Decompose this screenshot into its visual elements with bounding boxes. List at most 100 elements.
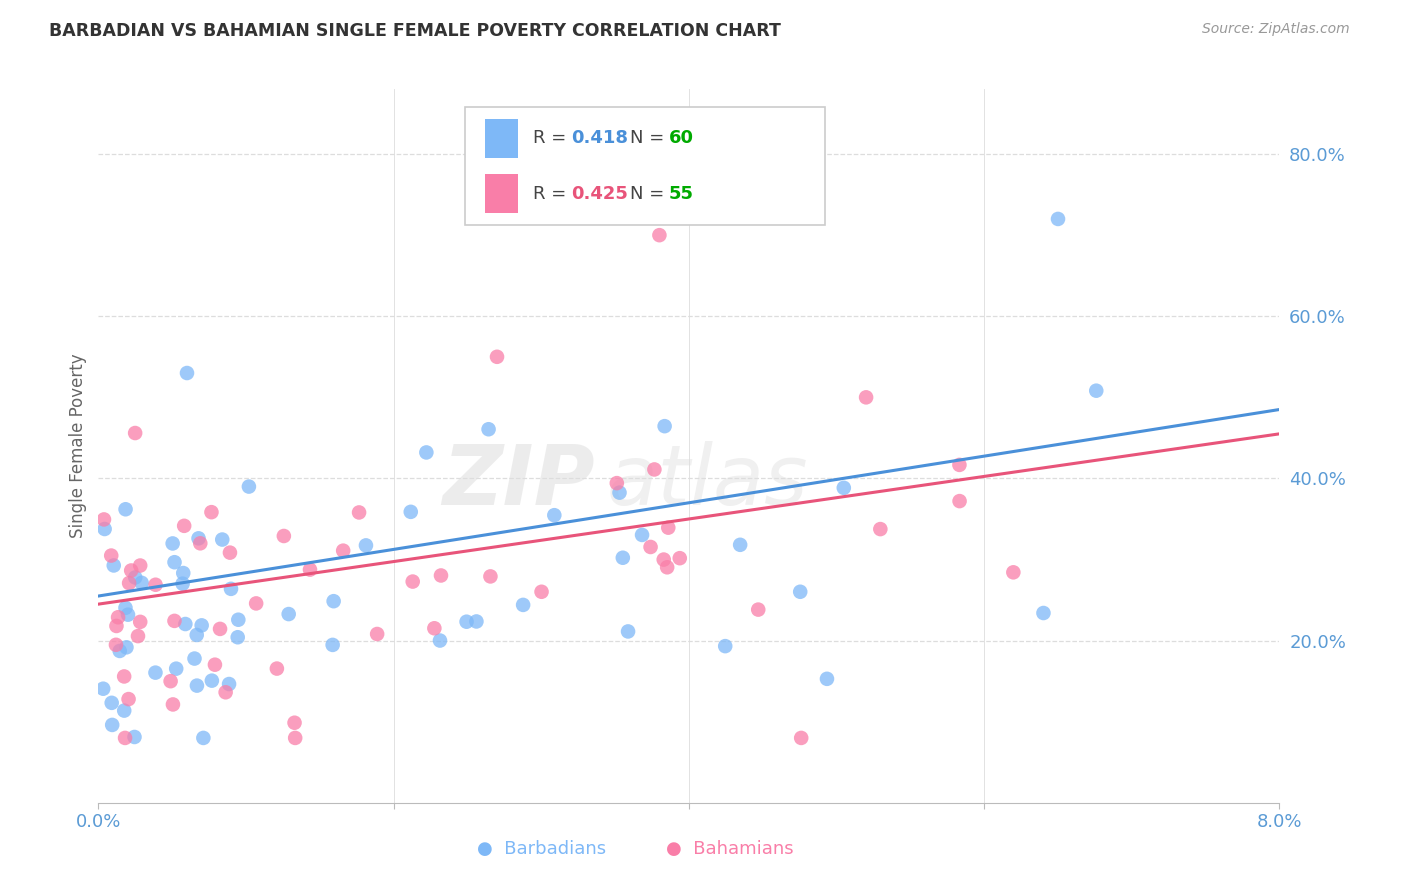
- Text: R =: R =: [533, 129, 572, 147]
- Text: BARBADIAN VS BAHAMIAN SINGLE FEMALE POVERTY CORRELATION CHART: BARBADIAN VS BAHAMIAN SINGLE FEMALE POVE…: [49, 22, 782, 40]
- Point: [714, 639, 737, 653]
- Point: [163, 614, 186, 628]
- Point: [609, 485, 631, 500]
- Point: [640, 540, 662, 554]
- Point: [209, 622, 232, 636]
- Point: [114, 731, 136, 745]
- Text: ●  Bahamians: ● Bahamians: [666, 840, 794, 858]
- Point: [219, 546, 242, 560]
- Point: [668, 551, 690, 566]
- Point: [530, 584, 553, 599]
- Point: [108, 644, 131, 658]
- Point: [1046, 211, 1070, 226]
- Point: [172, 566, 194, 580]
- Point: [402, 574, 425, 589]
- Point: [612, 550, 634, 565]
- Point: [322, 638, 344, 652]
- Point: [543, 508, 565, 523]
- Point: [631, 528, 654, 542]
- Point: [124, 425, 146, 440]
- Text: 0.418: 0.418: [571, 129, 628, 147]
- Point: [193, 731, 215, 745]
- Point: [211, 533, 233, 547]
- Point: [479, 569, 502, 583]
- Point: [1032, 606, 1054, 620]
- Point: [124, 730, 146, 744]
- Point: [120, 564, 142, 578]
- Point: [832, 481, 855, 495]
- Text: ZIP: ZIP: [441, 442, 595, 522]
- Point: [648, 228, 671, 243]
- Point: [188, 536, 211, 550]
- Point: [643, 462, 665, 476]
- Text: Source: ZipAtlas.com: Source: ZipAtlas.com: [1202, 22, 1350, 37]
- Point: [283, 715, 305, 730]
- Point: [159, 674, 181, 689]
- Point: [129, 615, 152, 629]
- Point: [430, 568, 453, 582]
- Point: [118, 576, 141, 591]
- Text: 0.425: 0.425: [571, 185, 627, 202]
- Point: [652, 552, 675, 566]
- Point: [486, 350, 509, 364]
- Point: [429, 633, 451, 648]
- Point: [366, 627, 388, 641]
- Point: [112, 704, 135, 718]
- Point: [266, 662, 288, 676]
- Point: [204, 657, 226, 672]
- Point: [465, 615, 488, 629]
- Text: N =: N =: [630, 129, 669, 147]
- Point: [103, 558, 125, 573]
- Point: [399, 505, 422, 519]
- Point: [183, 651, 205, 665]
- Point: [219, 582, 242, 596]
- Point: [284, 731, 307, 745]
- Point: [790, 731, 813, 745]
- Point: [124, 570, 146, 584]
- Point: [101, 718, 124, 732]
- Point: [129, 558, 152, 573]
- Text: 60: 60: [669, 129, 695, 147]
- Point: [127, 629, 149, 643]
- Point: [100, 549, 122, 563]
- Point: [855, 390, 877, 404]
- Point: [93, 512, 115, 526]
- Point: [162, 698, 184, 712]
- Point: [162, 536, 184, 550]
- Point: [869, 522, 891, 536]
- Point: [172, 576, 194, 591]
- Point: [657, 560, 679, 574]
- Text: atlas: atlas: [606, 442, 808, 522]
- Point: [245, 596, 267, 610]
- Point: [512, 598, 534, 612]
- Point: [226, 630, 249, 644]
- Point: [145, 665, 167, 680]
- Point: [747, 602, 769, 616]
- Point: [456, 615, 478, 629]
- Point: [165, 662, 187, 676]
- Text: N =: N =: [630, 185, 669, 202]
- Point: [93, 522, 115, 536]
- Point: [948, 494, 970, 508]
- Point: [815, 672, 838, 686]
- Point: [190, 618, 212, 632]
- Y-axis label: Single Female Poverty: Single Female Poverty: [69, 354, 87, 538]
- Point: [226, 613, 249, 627]
- Point: [948, 458, 970, 472]
- Point: [104, 638, 127, 652]
- Point: [131, 575, 153, 590]
- Point: [238, 479, 260, 493]
- Point: [354, 538, 377, 552]
- Point: [273, 529, 295, 543]
- Point: [174, 617, 197, 632]
- Point: [107, 610, 129, 624]
- Point: [114, 502, 136, 516]
- Point: [322, 594, 344, 608]
- Point: [277, 607, 299, 621]
- Point: [145, 578, 167, 592]
- Point: [477, 422, 499, 436]
- Point: [298, 563, 321, 577]
- Point: [117, 692, 139, 706]
- Point: [200, 505, 222, 519]
- Point: [176, 366, 198, 380]
